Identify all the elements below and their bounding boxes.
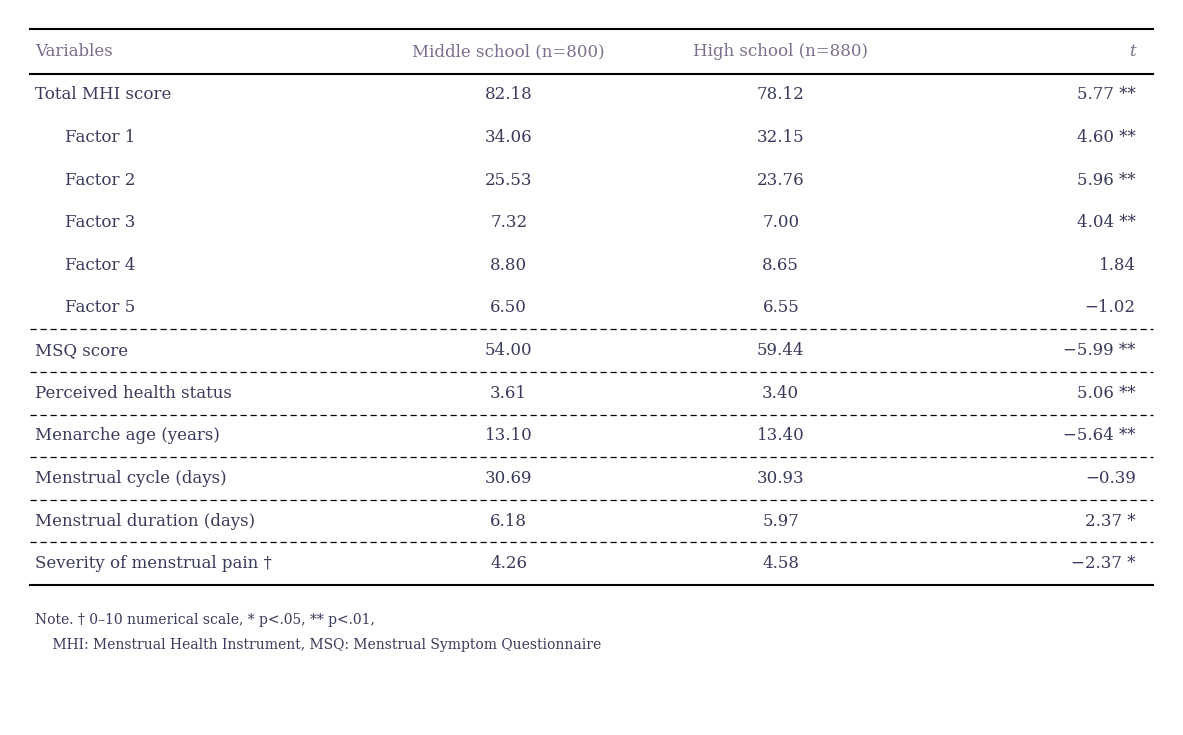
Text: 3.61: 3.61 [490,384,528,402]
Text: −5.64 **: −5.64 ** [1064,427,1136,445]
Text: 30.93: 30.93 [757,470,804,487]
Text: Factor 2: Factor 2 [65,171,135,189]
Text: 6.18: 6.18 [490,512,528,530]
Text: Factor 4: Factor 4 [65,257,135,274]
Text: 4.26: 4.26 [490,555,528,573]
Text: 3.40: 3.40 [762,384,800,402]
Text: −2.37 *: −2.37 * [1071,555,1136,573]
Text: Total MHI score: Total MHI score [35,86,172,104]
Text: Factor 1: Factor 1 [65,129,135,146]
Text: Middle school (n=800): Middle school (n=800) [413,43,605,60]
Text: 5.96 **: 5.96 ** [1078,171,1136,189]
Text: 1.84: 1.84 [1099,257,1136,274]
Text: 13.10: 13.10 [485,427,532,445]
Text: 54.00: 54.00 [485,342,532,359]
Text: 5.97: 5.97 [762,512,800,530]
Text: 4.58: 4.58 [762,555,800,573]
Text: MHI: Menstrual Health Instrument, MSQ: Menstrual Symptom Questionnaire: MHI: Menstrual Health Instrument, MSQ: M… [35,638,602,653]
Text: −5.99 **: −5.99 ** [1064,342,1136,359]
Text: 13.40: 13.40 [757,427,804,445]
Text: 5.77 **: 5.77 ** [1077,86,1136,104]
Text: 7.32: 7.32 [490,214,528,232]
Text: Perceived health status: Perceived health status [35,384,232,402]
Text: Factor 5: Factor 5 [65,299,135,317]
Text: 4.04 **: 4.04 ** [1077,214,1136,232]
Text: Menarche age (years): Menarche age (years) [35,427,220,445]
Text: t: t [1129,43,1136,60]
Text: Menstrual cycle (days): Menstrual cycle (days) [35,470,227,487]
Text: 23.76: 23.76 [757,171,804,189]
Text: 32.15: 32.15 [757,129,804,146]
Text: 8.65: 8.65 [762,257,800,274]
Text: 5.06 **: 5.06 ** [1077,384,1136,402]
Text: 8.80: 8.80 [490,257,528,274]
Text: 6.55: 6.55 [762,299,800,317]
Text: Menstrual duration (days): Menstrual duration (days) [35,512,256,530]
Text: MSQ score: MSQ score [35,342,129,359]
Text: 7.00: 7.00 [762,214,800,232]
Text: Severity of menstrual pain †: Severity of menstrual pain † [35,555,272,573]
Text: 82.18: 82.18 [485,86,532,104]
Text: 2.37 *: 2.37 * [1085,512,1136,530]
Text: 6.50: 6.50 [490,299,528,317]
Text: −1.02: −1.02 [1085,299,1136,317]
Text: 34.06: 34.06 [485,129,532,146]
Text: 30.69: 30.69 [485,470,532,487]
Text: 25.53: 25.53 [485,171,532,189]
Text: −0.39: −0.39 [1085,470,1136,487]
Text: 78.12: 78.12 [757,86,804,104]
Text: Variables: Variables [35,43,114,60]
Text: 59.44: 59.44 [757,342,804,359]
Text: Factor 3: Factor 3 [65,214,135,232]
Text: High school (n=880): High school (n=880) [693,43,868,60]
Text: Note. † 0–10 numerical scale, * p<.05, ** p<.01,: Note. † 0–10 numerical scale, * p<.05, *… [35,613,375,628]
Text: 4.60 **: 4.60 ** [1077,129,1136,146]
